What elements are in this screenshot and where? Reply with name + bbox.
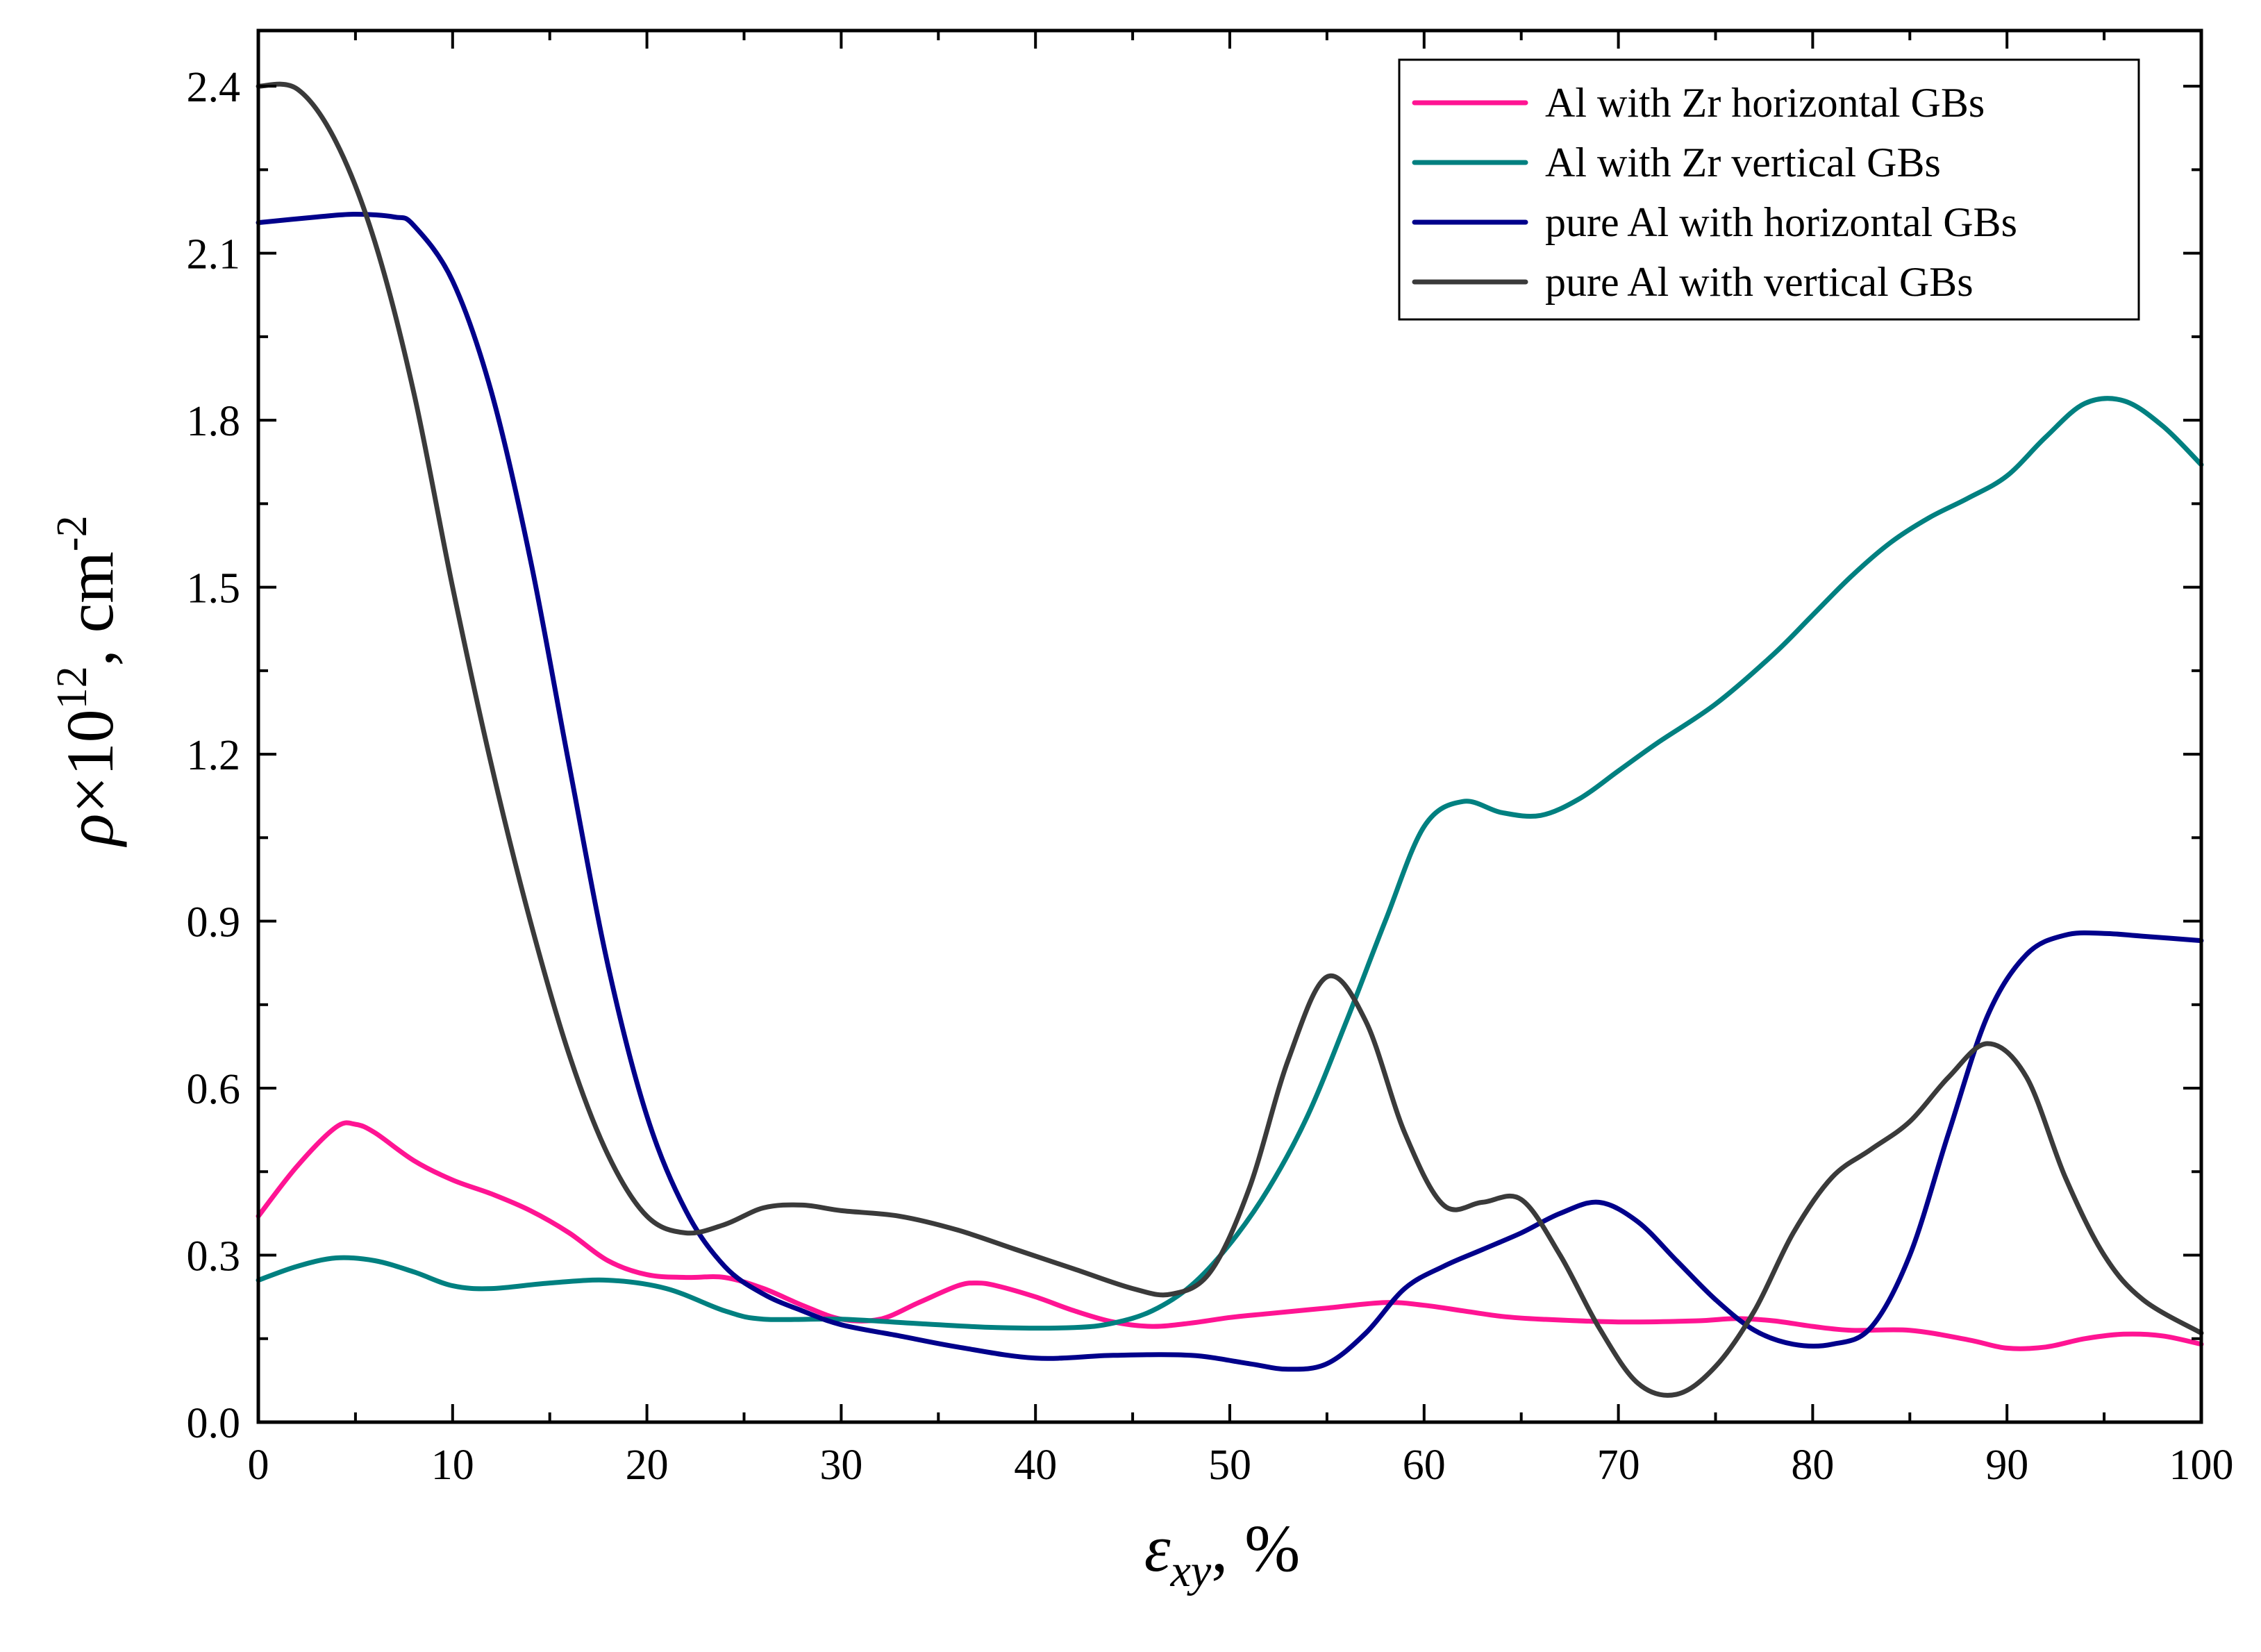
y-axis-title: ρ×1012, cm-2 xyxy=(49,515,127,847)
series-line-2 xyxy=(256,396,2204,1330)
x-tick-label: 80 xyxy=(1791,1442,1834,1489)
y-tick-label: 0.9 xyxy=(187,899,241,946)
y-tick-label: 1.5 xyxy=(187,565,241,612)
x-tick-label: 30 xyxy=(819,1442,862,1489)
legend-label-2: Al with Zr vertical GBs xyxy=(1545,140,1941,185)
axes-layer: 0 10 20 30 40 50 60 70 80 90 100 0.0 0.3 0.6 0.9 1.2 1.5… xyxy=(187,28,2234,1489)
y-tick-label: 0.3 xyxy=(187,1233,241,1280)
y-tick-label: 0.0 xyxy=(187,1400,241,1447)
x-tick-label: 60 xyxy=(1403,1442,1446,1489)
x-tick-label: 20 xyxy=(626,1442,669,1489)
legend-label-1: Al with Zr horizontal GBs xyxy=(1545,80,1985,126)
y-tick-label: 1.8 xyxy=(187,398,241,445)
x-tick-label: 0 xyxy=(248,1442,269,1489)
x-tick-label: 70 xyxy=(1597,1442,1640,1489)
x-tick-label: 10 xyxy=(431,1442,474,1489)
y-tick-label: 2.1 xyxy=(187,231,241,278)
series-line-4 xyxy=(256,81,2204,1398)
legend-label-4: pure Al with vertical GBs xyxy=(1545,259,1974,305)
x-tick-label: 100 xyxy=(2169,1442,2234,1489)
y-tick-label: 2.4 xyxy=(187,64,241,111)
x-tick-label: 90 xyxy=(1985,1442,2028,1489)
x-tick-label: 50 xyxy=(1208,1442,1251,1489)
x-tick-label: 40 xyxy=(1014,1442,1057,1489)
y-tick-label: 0.6 xyxy=(187,1066,241,1113)
legend: Al with Zr horizontal GBs Al with Zr vert… xyxy=(1398,58,2140,321)
series-line-3 xyxy=(256,212,2204,1372)
y-tick-label: 1.2 xyxy=(187,732,241,779)
series-layer xyxy=(256,81,2204,1398)
legend-label-3: pure Al with horizontal GBs xyxy=(1545,199,2017,245)
series-line-1 xyxy=(256,1120,2204,1351)
x-axis-title: εxy, % xyxy=(1144,1511,1300,1596)
